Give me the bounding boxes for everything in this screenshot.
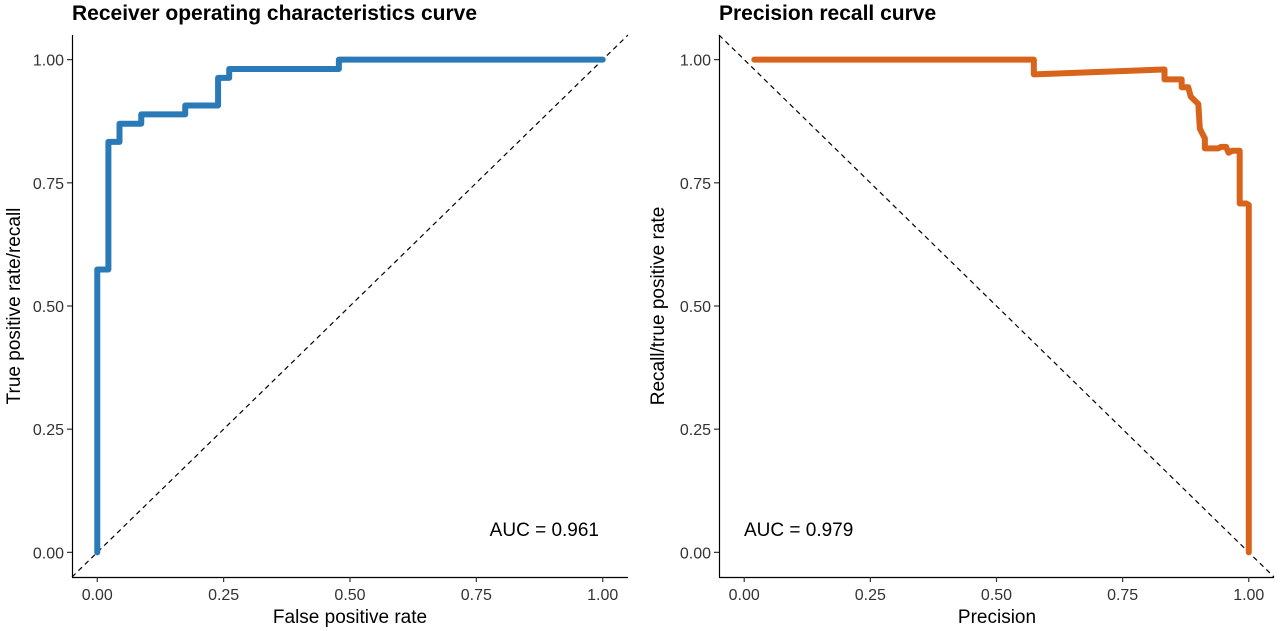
pr-x-ticks: 0.00 0.25 0.50 0.75 1.00 [729,577,1264,604]
pr-y-axis-title: Recall/true positive rate [648,207,669,406]
pr-title: Precision recall curve [719,2,936,25]
pr-x-tick-label: 0.75 [1107,587,1138,604]
roc-panel: Receiver operating characteristics curve… [4,2,629,628]
roc-y-tick-label: 0.25 [33,422,64,439]
roc-title: Receiver operating characteristics curve [72,2,477,25]
roc-y-ticks: 0.00 0.25 0.50 0.75 1.00 [33,53,72,562]
roc-y-tick-label: 0.50 [33,299,64,316]
roc-x-ticks: 0.00 0.25 0.50 0.75 1.00 [82,577,618,604]
pr-y-tick-label: 0.75 [680,176,711,193]
pr-x-tick-label: 0.25 [855,587,886,604]
pr-x-tick-label: 0.00 [729,587,760,604]
pr-auc-annotation: AUC = 0.979 [744,520,853,541]
roc-reference-diagonal [71,34,629,578]
pr-x-tick-label: 0.50 [981,587,1012,604]
pr-panel: Precision recall curve 0.00 0.25 0.50 0.75 1… [648,2,1275,628]
roc-y-tick-label: 0.75 [33,176,64,193]
roc-x-tick-label: 0.00 [82,587,113,604]
pr-reference-diagonal [718,34,1275,578]
roc-x-tick-label: 0.75 [461,587,492,604]
pr-y-ticks: 0.00 0.25 0.50 0.75 1.00 [680,53,719,562]
pr-x-axis-title: Precision [958,607,1036,628]
roc-y-tick-label: 0.00 [33,545,64,562]
roc-y-tick-label: 1.00 [33,53,64,70]
roc-x-tick-label: 0.50 [334,587,365,604]
pr-y-tick-label: 0.00 [680,545,711,562]
roc-auc-annotation: AUC = 0.961 [490,520,599,541]
roc-x-tick-label: 1.00 [587,587,618,604]
roc-curve [94,56,606,556]
roc-y-axis-title: True positive rate/recall [4,208,25,405]
pr-x-tick-label: 1.00 [1233,587,1264,604]
pr-y-tick-label: 0.25 [680,422,711,439]
roc-x-axis-title: False positive rate [273,607,427,628]
pr-y-tick-label: 0.50 [680,299,711,316]
pr-curve [751,56,1252,556]
pr-y-tick-label: 1.00 [680,53,711,70]
roc-x-tick-label: 0.25 [208,587,239,604]
